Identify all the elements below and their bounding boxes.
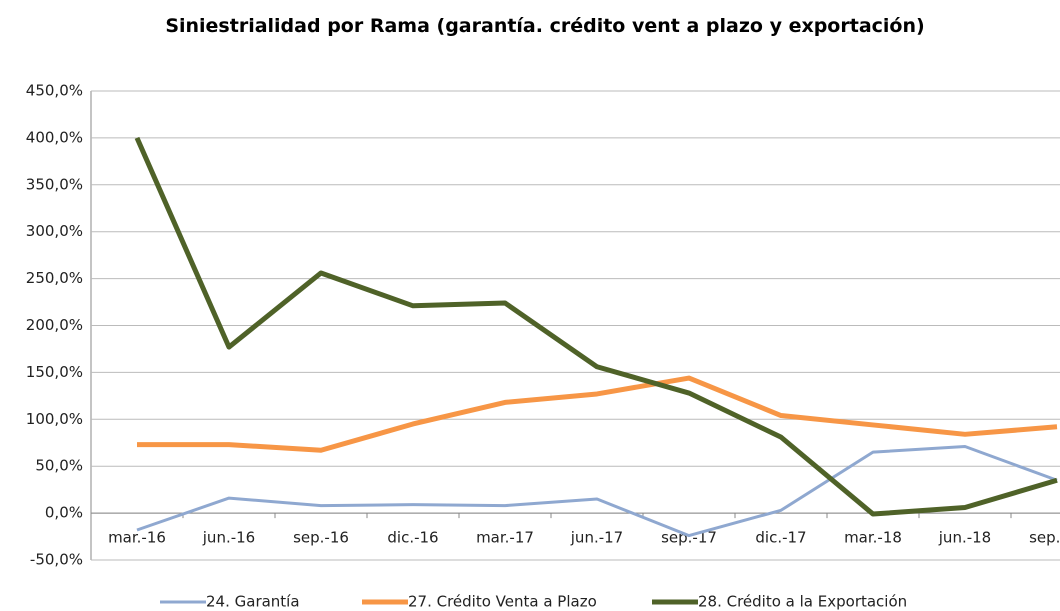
y-tick-label: 150,0% — [26, 363, 83, 381]
x-tick-label: mar.-18 — [844, 529, 902, 547]
y-tick-label: 200,0% — [26, 316, 83, 334]
x-tick-label: jun.-17 — [570, 529, 623, 547]
legend-label: 24. Garantía — [206, 593, 300, 611]
legend-label: 28. Crédito a la Exportación — [698, 593, 907, 611]
x-tick-label: mar.-17 — [476, 529, 534, 547]
y-tick-label: 50,0% — [35, 457, 83, 475]
y-tick-label: -50,0% — [30, 551, 83, 569]
y-tick-label: 100,0% — [26, 410, 83, 428]
y-tick-label: 350,0% — [26, 175, 83, 193]
y-tick-label: 0,0% — [45, 504, 83, 522]
legend-label: 27. Crédito Venta a Plazo — [408, 593, 597, 611]
x-tick-label: mar.-16 — [108, 529, 166, 547]
x-tick-label: dic.-17 — [755, 529, 806, 547]
y-tick-label: 450,0% — [26, 82, 83, 100]
chart-title: Siniestrialidad por Rama (garantía. créd… — [165, 15, 925, 37]
x-tick-label: sep.-16 — [293, 529, 349, 547]
x-tick-label: sep.-18 — [1029, 529, 1060, 547]
x-tick-label: dic.-16 — [387, 529, 438, 547]
y-tick-label: 300,0% — [26, 222, 83, 240]
x-tick-label: jun.-18 — [938, 529, 991, 547]
series-line — [134, 136, 1058, 517]
y-tick-label: 250,0% — [26, 269, 83, 287]
series-line — [137, 375, 1058, 453]
series-line — [136, 445, 1058, 538]
y-tick-label: 400,0% — [26, 128, 83, 146]
x-tick-label: jun.-16 — [202, 529, 255, 547]
